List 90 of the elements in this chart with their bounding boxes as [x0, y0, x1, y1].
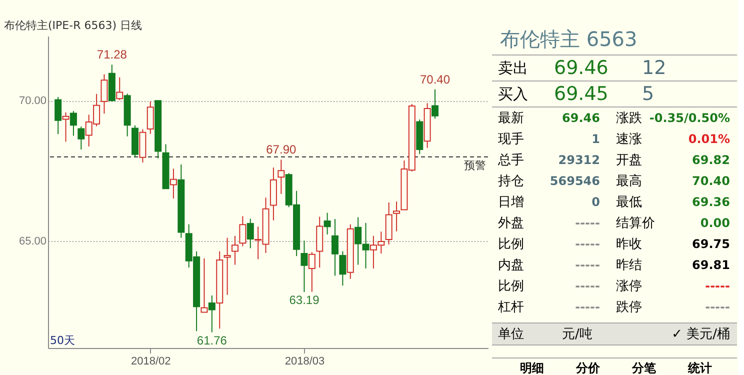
text: 结算价: [616, 216, 655, 231]
candlestick: [170, 168, 177, 199]
candlestick: [300, 240, 308, 293]
candlestick: [146, 100, 154, 134]
text: 跌停: [616, 300, 642, 315]
text: 0: [592, 195, 600, 209]
candlestick: [116, 76, 124, 101]
text: -0.35/0.50%: [649, 111, 730, 125]
text: 明细: [520, 361, 544, 375]
text: 买入: [498, 85, 528, 103]
candlestick: [239, 216, 246, 247]
y-tick-label: 65.00: [18, 236, 46, 248]
candlestick: [246, 218, 254, 249]
text: -----: [575, 237, 600, 251]
text: 布伦特主 6563: [500, 27, 638, 51]
text: 开盘: [616, 153, 642, 168]
text: 杠杆: [497, 300, 524, 315]
text: 元/吨: [562, 327, 592, 342]
candlestick: [308, 252, 316, 292]
candlestick: [54, 96, 62, 135]
text: 最低: [616, 195, 642, 210]
y-tick-label: 70.00: [18, 95, 46, 108]
candlestick: [332, 218, 338, 276]
text: -----: [575, 216, 600, 230]
annotation: 61.76: [196, 333, 228, 348]
text: 1: [592, 132, 600, 146]
text: 涨跌: [616, 111, 642, 126]
candlestick: [362, 222, 370, 269]
candlestick: [432, 88, 438, 120]
text: 比例: [498, 237, 524, 252]
x-tick-label: 2018/03: [284, 356, 325, 368]
text: 69.82: [692, 153, 730, 167]
text: 69.46: [562, 111, 600, 125]
text: 统计: [687, 361, 712, 375]
text: 卖出: [498, 59, 528, 77]
annotation: 67.90: [266, 142, 296, 157]
text: -----: [705, 279, 730, 293]
text: 单位: [498, 327, 524, 342]
text: 69.46: [554, 57, 608, 79]
candlestick: [62, 112, 70, 142]
ref-line-label: 预警: [464, 158, 486, 172]
text: 分笔: [631, 361, 657, 375]
candlestick: [70, 110, 77, 136]
text: 速涨: [616, 132, 642, 147]
candlestick: [100, 74, 108, 114]
text: 外盘: [498, 216, 524, 231]
text: 分价: [575, 361, 601, 375]
text: 69.81: [692, 258, 730, 272]
text: 日增: [498, 195, 524, 210]
candlestick: [339, 250, 346, 286]
annotation: 50天: [50, 334, 75, 347]
text: 5: [642, 83, 654, 105]
text: -----: [575, 258, 600, 272]
annotation: 63.19: [289, 293, 320, 308]
text: 内盘: [498, 258, 524, 273]
text: 昨收: [616, 237, 642, 252]
candlestick: [354, 216, 362, 266]
annotation: 70.40: [420, 72, 450, 86]
text: 昨结: [616, 258, 642, 273]
candlestick: [78, 126, 85, 150]
text: 0.00: [700, 216, 730, 230]
text: 29312: [558, 153, 600, 167]
text: 比例: [498, 279, 524, 294]
text: ✓ 美元/桶: [672, 326, 730, 342]
candlestick: [324, 212, 331, 235]
text: 涨停: [616, 279, 642, 294]
text: 持仓: [498, 174, 524, 189]
text: 12: [642, 57, 666, 79]
text: 最高: [616, 173, 642, 189]
text: 569546: [550, 174, 600, 188]
candlestick: [200, 258, 208, 313]
text: 69.36: [692, 195, 730, 209]
candlestick: [224, 237, 231, 296]
text: 现手: [498, 132, 524, 147]
text: 总手: [497, 153, 524, 168]
text: 69.45: [554, 83, 608, 105]
text: 69.75: [692, 237, 730, 251]
text: 最新: [498, 111, 524, 126]
candlestick: [232, 235, 238, 266]
text: 70.40: [692, 174, 730, 188]
candlestick: [278, 159, 285, 194]
annotation: 71.28: [96, 48, 128, 62]
text: -----: [575, 300, 600, 314]
candlestick: [393, 201, 400, 232]
candlestick: [208, 294, 216, 333]
chart-title: 布伦特主(IPE-R 6563) 日线: [4, 19, 142, 32]
text: -----: [575, 279, 600, 293]
x-tick-label: 2018/02: [131, 356, 171, 368]
text: -----: [705, 300, 730, 314]
text: 0.01%: [688, 132, 730, 146]
